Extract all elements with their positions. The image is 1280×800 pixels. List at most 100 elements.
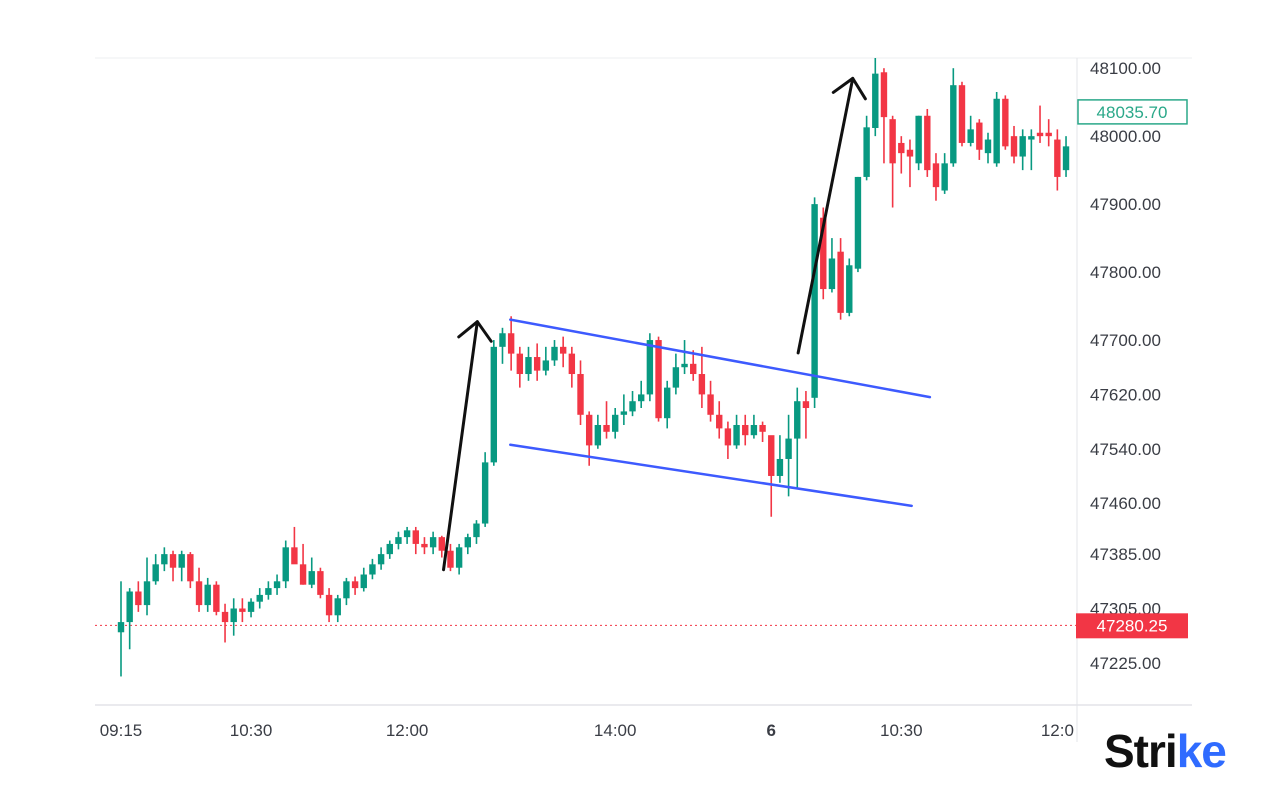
candle-body (1010, 136, 1018, 157)
candle (880, 68, 888, 164)
candle-body (1062, 146, 1070, 171)
candle (707, 380, 714, 422)
candle-body (161, 554, 168, 565)
arrow-head-icon (457, 320, 493, 343)
candle (889, 115, 896, 208)
candle-body (325, 594, 333, 616)
candle (195, 567, 203, 612)
reference-price-tag (1076, 613, 1188, 639)
candle-body (594, 424, 602, 446)
candle (230, 598, 237, 636)
candle-body (690, 363, 697, 375)
candle (629, 391, 636, 417)
candle-body (672, 367, 680, 388)
candle (490, 340, 498, 466)
candle (872, 58, 879, 137)
candle (247, 598, 255, 618)
candle (950, 68, 957, 167)
candle-body (611, 414, 619, 432)
candle-body (872, 73, 879, 129)
candle (915, 115, 922, 171)
candle (776, 435, 784, 483)
candle-body (802, 401, 810, 409)
candle (594, 414, 602, 449)
candle-body (403, 530, 411, 538)
candle (1010, 125, 1018, 164)
candle-body (967, 129, 974, 143)
candle (811, 197, 818, 409)
candle (421, 537, 428, 555)
candle (967, 115, 974, 147)
candle (447, 543, 454, 572)
x-tick-label: 10:30 (230, 721, 273, 740)
candle (932, 153, 940, 201)
candle (690, 350, 697, 381)
candle-body (854, 176, 862, 269)
x-tick-label: 14:00 (594, 721, 637, 740)
candle-body (152, 564, 159, 582)
candle (828, 238, 836, 293)
y-tick-label: 47800.00 (1090, 263, 1161, 282)
candle (1028, 129, 1035, 171)
candle-body (351, 581, 359, 589)
candle-body (1028, 136, 1035, 140)
candle-body (785, 438, 792, 459)
candle (898, 136, 905, 174)
candle (542, 346, 550, 376)
candle-body (742, 424, 749, 436)
candle (282, 540, 289, 589)
candle-body (638, 394, 645, 402)
candle (525, 346, 532, 381)
candle (299, 543, 307, 585)
candle-body (984, 139, 992, 154)
y-tick-label: 47620.00 (1090, 385, 1161, 404)
candle (638, 380, 645, 409)
candle-body (794, 401, 801, 439)
y-tick-label: 47385.00 (1090, 545, 1161, 564)
candle (1062, 136, 1070, 177)
candle-body (239, 608, 246, 612)
trend-arrow (442, 320, 493, 572)
candle (143, 557, 151, 616)
channel-line (509, 443, 913, 508)
candle (655, 336, 662, 422)
candle-body (308, 571, 315, 585)
candle (178, 550, 185, 582)
x-tick-label: 10:30 (880, 721, 923, 740)
reference-price-label: 47280.25 (1097, 616, 1168, 635)
candle (837, 238, 844, 320)
candle (464, 533, 471, 555)
candle (273, 574, 281, 595)
candle (1036, 105, 1044, 143)
candle (1002, 95, 1009, 150)
candle (516, 346, 524, 388)
candle-body (958, 85, 966, 143)
candle (395, 531, 402, 550)
candle-body (247, 601, 255, 612)
candle-body (490, 346, 498, 463)
candle-body (213, 584, 220, 612)
candle (499, 327, 506, 364)
candle-body (525, 357, 532, 375)
candle (325, 588, 333, 623)
candle (846, 258, 853, 317)
candle-body (993, 98, 1000, 164)
candle (455, 543, 463, 575)
candle (204, 577, 211, 612)
candle (854, 176, 862, 273)
candle-body (256, 594, 263, 602)
candle-body (516, 353, 524, 375)
candle-body (447, 550, 454, 568)
candle-body (542, 360, 550, 371)
candle (343, 577, 350, 606)
candle (785, 414, 792, 497)
candle (681, 340, 688, 375)
candle (377, 547, 385, 570)
trend-arrow (796, 76, 867, 355)
arrow-head-icon (831, 76, 867, 101)
candle-body (585, 414, 593, 446)
x-tick-label: 12:00 (386, 721, 429, 740)
candle (559, 336, 567, 368)
x-axis: 09:15 10:30 12:00 14:00 6 10:30 12:0 (100, 721, 1074, 740)
